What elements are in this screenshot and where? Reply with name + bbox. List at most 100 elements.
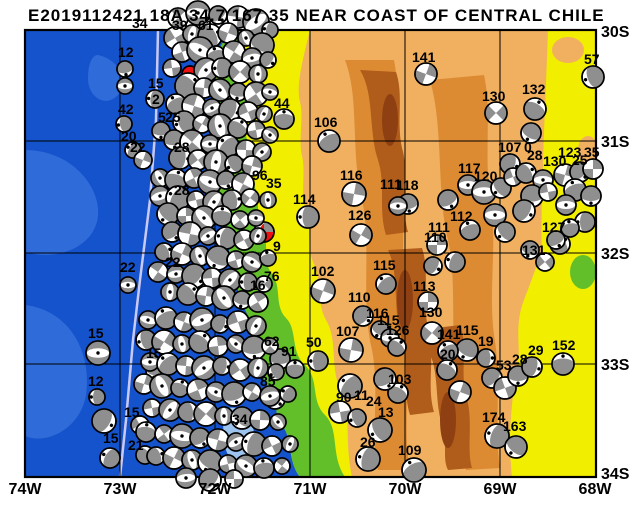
latitude-label: 32S bbox=[601, 246, 630, 263]
event-depth-label: 19 bbox=[478, 333, 494, 349]
focal-mechanism bbox=[124, 141, 142, 159]
focal-mechanism bbox=[198, 226, 218, 246]
event-depth-label: 61 bbox=[198, 17, 214, 33]
focal-mechanism bbox=[279, 385, 297, 403]
east-orange-patch bbox=[578, 136, 596, 164]
longitude-label: 71W bbox=[294, 481, 328, 498]
focal-mechanism bbox=[142, 398, 162, 418]
focal-mechanism bbox=[437, 340, 459, 362]
focal-mechanism bbox=[387, 382, 409, 404]
focal-mechanism bbox=[197, 449, 223, 475]
focal-mechanism bbox=[352, 305, 374, 327]
event-depth-label: 24 bbox=[366, 393, 382, 409]
event-depth-label: 103 bbox=[388, 371, 412, 387]
focal-mechanism bbox=[296, 205, 320, 229]
focal-mechanism bbox=[210, 314, 230, 334]
focal-mechanism bbox=[116, 60, 134, 78]
event-depth-label: 118 bbox=[396, 177, 419, 193]
focal-mechanism bbox=[484, 423, 510, 449]
event-depth-label: 107 bbox=[336, 323, 360, 339]
event-depth-label: 112 bbox=[450, 208, 473, 224]
trench-line bbox=[118, 30, 160, 477]
event-depth-label: 110 bbox=[424, 229, 447, 245]
focal-mechanism bbox=[476, 348, 496, 368]
focal-mechanism bbox=[471, 179, 497, 205]
andes-peak bbox=[440, 392, 456, 448]
event-depth-label: 15 bbox=[88, 325, 104, 341]
ocean-shallow-patch bbox=[88, 55, 123, 101]
east-green-patch bbox=[570, 255, 596, 289]
focal-mechanism bbox=[373, 367, 397, 391]
focal-mechanism bbox=[99, 447, 121, 469]
event-depth-label: 15 bbox=[103, 430, 119, 446]
event-depth-label: 90 bbox=[336, 389, 352, 405]
focal-mechanism bbox=[211, 285, 237, 311]
focal-mechanism bbox=[483, 203, 507, 227]
focal-mechanism bbox=[212, 356, 232, 376]
focal-mechanism bbox=[188, 330, 212, 354]
event-depth-label: 34 bbox=[132, 15, 148, 31]
focal-mechanism bbox=[581, 65, 605, 89]
focal-mechanism bbox=[414, 62, 438, 86]
latitude-label: 34S bbox=[601, 466, 630, 483]
event-depth-label: 15 bbox=[148, 75, 164, 91]
focal-mechanism bbox=[307, 350, 329, 372]
focal-mechanism bbox=[267, 363, 285, 381]
focal-mechanism bbox=[349, 223, 373, 247]
event-depth-label: 22 bbox=[120, 259, 136, 275]
event-depth-label: 34 bbox=[232, 411, 248, 427]
longitude-label: 74W bbox=[9, 481, 43, 498]
event-depth-label: 110 bbox=[348, 289, 371, 305]
event-depth-label: 141 bbox=[437, 326, 461, 342]
focal-mechanism bbox=[546, 230, 566, 250]
focal-mechanism bbox=[245, 315, 267, 337]
event-depth-label: 20 bbox=[440, 346, 456, 362]
terrain-layer bbox=[25, 30, 596, 477]
focal-mechanism bbox=[515, 162, 537, 184]
focal-mechanism bbox=[151, 329, 177, 355]
longitude-label: 70W bbox=[389, 481, 423, 498]
focal-mechanism bbox=[255, 105, 273, 123]
event-depth-label: 107 bbox=[498, 139, 522, 155]
event-depth-label: 20 bbox=[121, 128, 137, 144]
focal-mechanism bbox=[574, 211, 596, 233]
event-depth-label: 21 bbox=[128, 437, 144, 453]
event-depth-label: 25 bbox=[165, 109, 181, 125]
event-depth-label: 9 bbox=[273, 238, 281, 254]
focal-mechanism bbox=[232, 290, 252, 310]
event-depth-label: 152 bbox=[552, 337, 576, 353]
event-depth-label: 26 bbox=[360, 434, 376, 450]
event-depth-label: 174 bbox=[482, 409, 506, 425]
focal-mechanism bbox=[185, 0, 211, 26]
focal-mechanism bbox=[367, 417, 393, 443]
focal-mechanism bbox=[181, 263, 207, 289]
event-depth-label: 126 bbox=[348, 207, 372, 223]
event-depth-label: 2 bbox=[152, 91, 160, 107]
event-depth-label: 85 bbox=[260, 373, 276, 389]
focal-mechanism bbox=[200, 134, 220, 154]
focal-mechanism bbox=[355, 446, 381, 472]
focal-mechanism bbox=[555, 194, 577, 216]
event-depth-label: 117 bbox=[458, 160, 481, 176]
focal-mechanisms-layer bbox=[85, 0, 605, 492]
focal-mechanism bbox=[233, 229, 255, 251]
event-depth-label: 116 bbox=[366, 305, 389, 321]
focal-mechanism bbox=[538, 182, 558, 202]
focal-mechanism bbox=[560, 218, 580, 238]
focal-mechanism bbox=[310, 278, 336, 304]
event-depth-label: 15 bbox=[124, 404, 140, 420]
focal-mechanism bbox=[269, 413, 287, 431]
event-depth-label: 15 bbox=[146, 345, 162, 361]
focal-mechanism bbox=[241, 431, 267, 457]
focal-mechanism bbox=[317, 129, 341, 153]
event-depth-label: 44 bbox=[274, 95, 290, 111]
focal-mechanism bbox=[170, 378, 190, 398]
event-depth-label: 22 bbox=[165, 254, 181, 270]
longitude-label: 72W bbox=[199, 481, 233, 498]
event-depth-label: 28 bbox=[527, 147, 543, 163]
event-depth-label: 76 bbox=[264, 268, 280, 284]
focal-mechanism bbox=[535, 252, 555, 272]
event-depth-label: 13 bbox=[378, 404, 394, 420]
focal-mechanism bbox=[224, 469, 244, 489]
